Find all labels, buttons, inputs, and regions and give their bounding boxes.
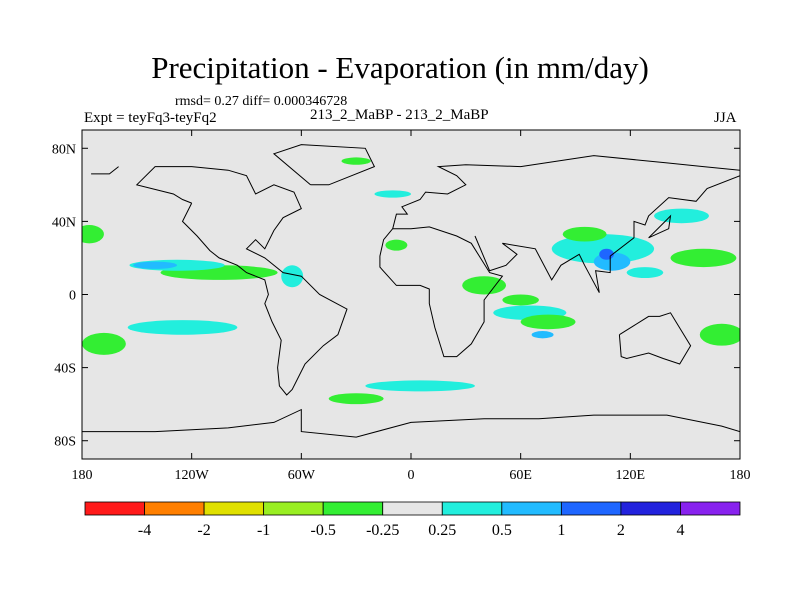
x-tick-label: 120W [175,468,210,483]
stats-label: rmsd= 0.27 diff= 0.000346728 [175,94,348,109]
colorbar-label: 0.25 [428,522,456,539]
y-tick-label: 40N [52,215,76,230]
y-tick-label: 80S [54,435,76,450]
y-tick-label: 40S [54,362,76,377]
region-south-pacific-cyan [127,320,238,335]
colorbar-swatch-6 [441,501,503,516]
x-tick-label: 60W [288,468,316,483]
region-east-asia-darkblue [599,248,614,260]
colorbar-label: 0.5 [492,522,512,539]
plot-area [82,130,740,459]
chart-title: Precipitation - Evaporation (in mm/day) [151,50,649,85]
anomaly-regions [82,157,740,405]
y-axis: 80N 40N 0 40S 80S [52,142,740,450]
coastline-6 [82,408,740,438]
region-arctic-green [341,157,371,165]
coastline-1 [272,144,376,186]
region-atlantic-north-cyan [374,190,411,198]
region-kuroshio-cyan [654,208,709,224]
coastline-7 [91,166,119,175]
colorbar-label: 4 [676,522,684,539]
colorbar: -4 -2 -1 -0.5 -0.25 0.25 0.5 1 2 4 [84,501,741,539]
region-northwest-pacific-green [670,248,737,268]
colorbar-label: -1 [257,522,270,539]
x-tick-label: 180 [72,468,93,483]
region-east-pacific-itcz-blue [133,261,178,269]
colorbar-swatch-10 [680,501,741,516]
x-tick-label: 0 [408,468,415,483]
season-label: JJA [714,110,737,126]
colorbar-swatch-8 [560,501,622,516]
coastlines [82,144,740,438]
region-west-australia-green [502,294,539,306]
colorbar-label: 1 [557,522,565,539]
region-west-africa-green [385,239,408,251]
x-axis: 180 120W 60W 0 60E 120E 180 [72,130,751,483]
colorbar-label: -0.5 [311,522,336,539]
region-west-pacific-cyan [626,267,664,279]
colorbar-label: -0.25 [366,522,399,539]
colorbar-label: -4 [138,522,151,539]
experiment-label: Expt = teyFq3-teyFq2 [84,110,217,126]
colorbar-swatch-9 [620,501,681,516]
case-label: 213_2_MaBP - 213_2_MaBP [310,107,489,123]
x-tick-label: 180 [730,468,751,483]
coastline-2 [379,226,504,358]
coastline-4 [474,175,740,293]
coastline-8 [648,214,672,239]
coastline-3 [392,155,740,229]
region-southern-ocean-cyan [365,380,475,392]
region-north-pacific-green [82,225,104,244]
colorbar-label: 2 [617,522,625,539]
colorbar-swatch-2 [203,501,265,516]
region-southern-ocean-green [328,393,384,405]
colorbar-swatch-0 [84,501,145,516]
region-south-pacific-green [82,332,126,355]
colorbar-swatch-7 [501,501,562,516]
colorbar-swatch-4 [322,501,384,516]
x-tick-label: 120E [616,468,646,483]
coastline-5 [618,312,692,365]
region-indian-ocean-blue [531,331,554,339]
colorbar-label: -2 [197,522,210,539]
colorbar-swatch-5 [382,501,443,516]
y-tick-label: 80N [52,142,76,157]
region-tibet-green [562,226,607,242]
region-central-america-cyan [281,265,304,288]
y-tick-label: 0 [69,289,76,304]
coastline-0 [135,166,348,396]
region-arabian-sea-green [462,276,507,295]
region-eastern-australia-green [699,323,740,346]
region-south-indian-green [520,314,576,330]
colorbar-swatch-3 [263,501,324,516]
colorbar-swatch-1 [144,501,205,516]
x-tick-label: 60E [509,468,532,483]
